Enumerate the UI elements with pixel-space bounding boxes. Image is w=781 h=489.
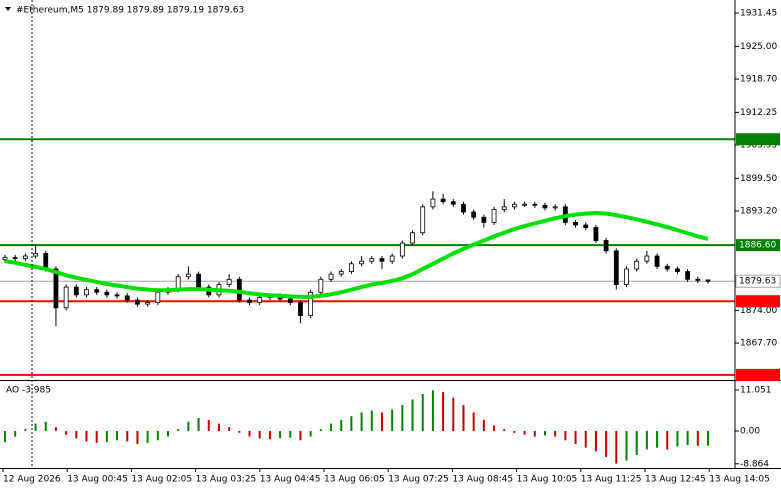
candle-body bbox=[399, 242, 405, 257]
ao-title: AO -3.985 bbox=[6, 386, 51, 396]
candle-body bbox=[654, 255, 660, 267]
candle-body bbox=[491, 209, 497, 223]
candle-body bbox=[318, 278, 324, 293]
candle-body bbox=[481, 216, 487, 223]
candle-body bbox=[287, 298, 293, 304]
level-box bbox=[736, 133, 780, 146]
candle-body bbox=[43, 253, 49, 270]
y-tick-label: 1925.00 bbox=[740, 42, 777, 52]
x-tick-label: 13 Aug 07:25 bbox=[388, 475, 449, 485]
chart-title: #Ethereum,M5 1879.89 1879.89 1879.19 187… bbox=[16, 6, 244, 16]
candle-body bbox=[145, 302, 151, 305]
x-tick-label: 12 Aug 2026 bbox=[3, 475, 61, 485]
level-box bbox=[736, 368, 780, 381]
x-tick-label: 13 Aug 00:45 bbox=[67, 475, 128, 485]
x-tick-label: 13 Aug 02:05 bbox=[131, 475, 192, 485]
y-tick-label: 1918.70 bbox=[740, 74, 777, 84]
moving-average bbox=[4, 211, 709, 299]
candle-body bbox=[410, 232, 415, 244]
x-tick-label: 13 Aug 06:05 bbox=[324, 475, 385, 485]
candle-body bbox=[471, 211, 477, 218]
x-tick-label: 13 Aug 03:25 bbox=[196, 475, 257, 485]
y-tick-label: 1912.25 bbox=[740, 108, 777, 118]
candle-body bbox=[308, 291, 314, 316]
candle-body bbox=[522, 203, 528, 206]
candle-body bbox=[196, 273, 201, 288]
ao-tick-label: 0.00 bbox=[740, 426, 760, 436]
candle-body bbox=[542, 204, 548, 209]
candle-body bbox=[512, 203, 517, 208]
y-tick-label: 1867.70 bbox=[740, 338, 777, 348]
current-price-label: 1879.63 bbox=[739, 277, 776, 287]
candle-body bbox=[328, 273, 334, 280]
candle-body bbox=[135, 299, 140, 305]
candle-body bbox=[624, 268, 629, 285]
candle-body bbox=[552, 206, 558, 209]
x-tick-label: 13 Aug 14:05 bbox=[709, 475, 770, 485]
candle-body bbox=[644, 255, 650, 262]
candle-body bbox=[389, 255, 395, 262]
candle-body bbox=[2, 257, 8, 261]
candle-body bbox=[53, 268, 59, 309]
candle-body bbox=[379, 258, 385, 262]
candle-body bbox=[675, 268, 680, 272]
y-tick-label: 1905.95 bbox=[740, 140, 777, 150]
candle-body bbox=[338, 271, 344, 275]
menu-icon bbox=[5, 7, 11, 11]
candle-body bbox=[104, 291, 110, 296]
candle-body bbox=[94, 289, 100, 293]
candle-body bbox=[532, 203, 538, 206]
candle-body bbox=[298, 302, 303, 316]
current-price-box bbox=[735, 274, 781, 288]
ao-tick-label: -8.864 bbox=[740, 459, 769, 469]
x-tick-label: 13 Aug 10:05 bbox=[517, 475, 578, 485]
candle-body bbox=[430, 198, 436, 208]
candle-body bbox=[369, 258, 375, 262]
candle-body bbox=[22, 255, 28, 260]
candle-body bbox=[685, 271, 691, 280]
candle-body bbox=[155, 291, 161, 304]
candle-body bbox=[593, 227, 599, 241]
candle-body bbox=[440, 198, 446, 203]
candle-body bbox=[12, 257, 18, 260]
level-box bbox=[736, 239, 780, 252]
y-tick-label: 1931.45 bbox=[740, 8, 777, 18]
level-label: 1886.60 bbox=[739, 241, 776, 251]
x-tick-label: 13 Aug 04:45 bbox=[260, 475, 321, 485]
candle-body bbox=[501, 206, 507, 210]
candle-body bbox=[63, 286, 69, 309]
y-tick-label: 1893.20 bbox=[740, 206, 777, 216]
candle-body bbox=[73, 286, 79, 296]
x-tick-label: 13 Aug 08:45 bbox=[452, 475, 513, 485]
candle-body bbox=[84, 289, 89, 296]
candle-body bbox=[583, 224, 589, 228]
candle-body bbox=[257, 297, 263, 304]
candle-body bbox=[695, 278, 701, 281]
y-tick-label: 1899.50 bbox=[740, 174, 777, 184]
ao-tick-label: 11.051 bbox=[740, 386, 772, 396]
candle-body bbox=[613, 250, 619, 285]
plot-area bbox=[0, 138, 735, 464]
y-tick-label: 1874.00 bbox=[740, 306, 777, 316]
candle-body bbox=[349, 263, 354, 272]
candle-body bbox=[573, 221, 578, 226]
candle-body bbox=[603, 240, 609, 252]
candle-body bbox=[124, 295, 130, 301]
candle-body bbox=[247, 299, 252, 304]
candle-body bbox=[664, 265, 670, 270]
candle-body bbox=[185, 273, 191, 278]
candle-body bbox=[33, 253, 38, 257]
candle-body bbox=[114, 294, 120, 297]
candle-body bbox=[705, 279, 711, 282]
candle-body bbox=[420, 206, 426, 234]
candle-body bbox=[226, 278, 232, 285]
level-box bbox=[736, 295, 780, 308]
x-tick-label: 13 Aug 11:25 bbox=[581, 475, 642, 485]
candle-body bbox=[461, 203, 466, 213]
candle-body bbox=[450, 201, 456, 205]
candle-body bbox=[359, 260, 364, 265]
candle-body bbox=[634, 260, 640, 270]
x-tick-label: 13 Aug 12:45 bbox=[645, 475, 706, 485]
